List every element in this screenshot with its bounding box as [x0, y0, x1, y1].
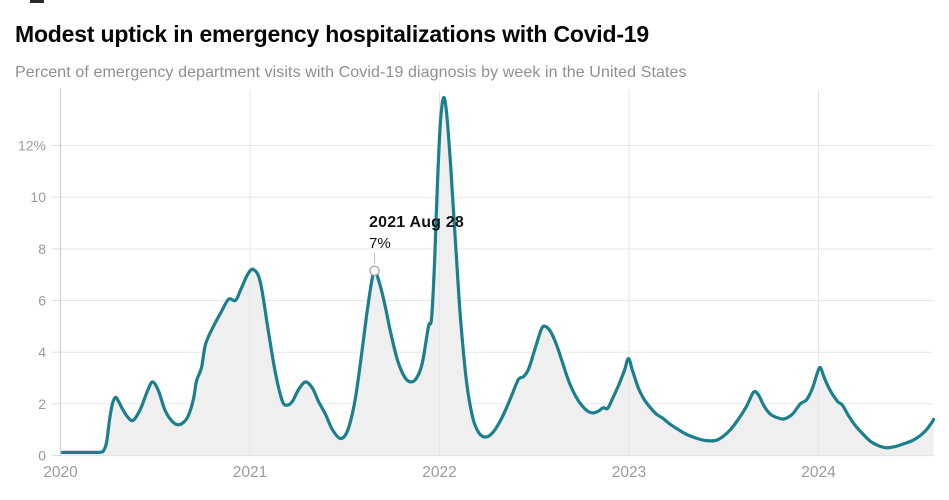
- y-tick-label: 12%: [18, 138, 46, 154]
- annotation-point-marker: [369, 265, 380, 277]
- y-tick-label: 10: [30, 189, 46, 205]
- chart-subtitle: Percent of emergency department visits w…: [15, 64, 687, 81]
- x-tick-label: 2022: [422, 464, 456, 481]
- cropped-edge-artifact: [30, 0, 44, 3]
- annotation-date-label: 2021 Aug 28: [369, 214, 464, 231]
- x-tick-label: 2021: [233, 464, 267, 481]
- y-tick-label: 4: [38, 344, 46, 360]
- y-tick-label: 2: [38, 396, 46, 412]
- x-tick-label: 2020: [43, 464, 78, 481]
- y-tick-label: 8: [38, 241, 46, 257]
- chart-title: Modest uptick in emergency hospitalizati…: [15, 21, 649, 48]
- y-tick-label: 6: [38, 293, 46, 309]
- x-tick-label: 2023: [612, 464, 646, 481]
- series-line: [60, 95, 936, 454]
- annotation-value-label: 7%: [369, 235, 391, 252]
- peak-annotation: 2021 Aug 28 7%: [369, 214, 464, 252]
- x-tick-label: 2024: [801, 464, 836, 481]
- y-tick-label: 0: [38, 448, 46, 464]
- series-area-fill: [62, 97, 934, 456]
